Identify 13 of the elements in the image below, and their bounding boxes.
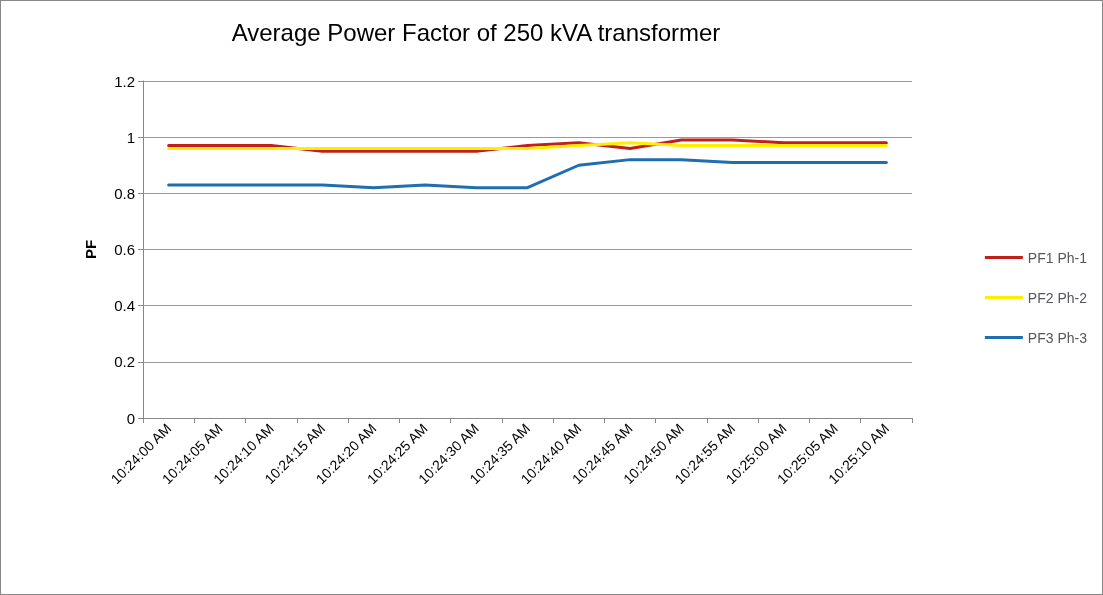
y-tick-label: 1.2 — [114, 72, 135, 90]
y-tick-label: 1 — [126, 128, 135, 146]
y-tick-label: 0.8 — [114, 184, 135, 202]
chart-title: Average Power Factor of 250 kVA transformer — [231, 18, 721, 46]
y-tick-label: 0 — [126, 409, 135, 427]
line-series — [167, 158, 888, 190]
y-axis-title: PF — [82, 239, 99, 260]
y-tick-label: 0.4 — [114, 297, 135, 315]
legend-label: PF2 Ph-2 — [1027, 289, 1088, 306]
legend-label: PF1 Ph-1 — [1027, 249, 1088, 266]
legend-label: PF3 Ph-3 — [1027, 329, 1088, 346]
y-tick-label: 0.2 — [114, 353, 135, 371]
y-tick-label: 0.6 — [114, 241, 135, 258]
